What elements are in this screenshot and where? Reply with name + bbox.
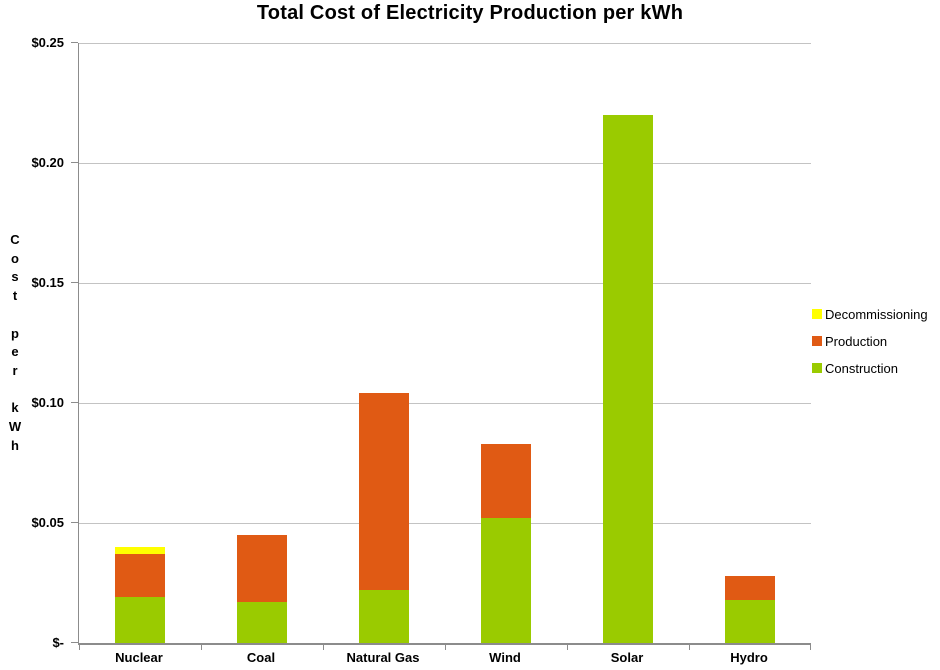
x-axis-tick — [445, 643, 446, 650]
bar-segment-construction-solar — [603, 115, 653, 643]
x-axis-tick — [79, 643, 80, 650]
y-axis-title: C o s t p e r k W h — [8, 232, 22, 453]
gridline — [79, 523, 811, 524]
chart-title: Total Cost of Electricity Production per… — [256, 2, 684, 24]
gridline — [79, 403, 811, 404]
bar-segment-production-natural-gas — [359, 393, 409, 591]
x-axis-label-wind: Wind — [489, 650, 521, 665]
y-tick-label: $0.15 — [31, 275, 64, 290]
bar-segment-production-nuclear — [115, 554, 165, 598]
x-axis-label-nuclear: Nuclear — [115, 650, 163, 665]
x-axis-tick — [201, 643, 202, 650]
y-tick-label: $- — [52, 635, 64, 650]
legend-label: Production — [825, 333, 888, 349]
y-tick-label: $0.20 — [31, 155, 64, 170]
bar-segment-construction-natural-gas — [359, 590, 409, 643]
legend-label: Construction — [825, 360, 898, 376]
y-axis-tick — [71, 402, 78, 403]
bar-segment-construction-coal — [237, 602, 287, 643]
gridline — [79, 163, 811, 164]
y-axis-tick — [71, 522, 78, 523]
legend-swatch-decommissioning — [812, 309, 822, 319]
bar-segment-production-wind — [481, 443, 531, 519]
x-axis-label-hydro: Hydro — [730, 650, 768, 665]
legend-item-decommissioning: Decommissioning — [812, 306, 928, 322]
x-axis-label-coal: Coal — [246, 650, 276, 665]
y-tick-label: $0.25 — [31, 35, 64, 50]
bar-segment-construction-nuclear — [115, 597, 165, 643]
x-axis-tick — [323, 643, 324, 650]
bar-segment-decommissioning-nuclear — [115, 547, 165, 555]
bar-segment-construction-hydro — [725, 599, 775, 643]
x-axis-tick — [689, 643, 690, 650]
legend-label: Decommissioning — [825, 306, 928, 322]
x-axis-label-solar: Solar — [610, 650, 644, 665]
y-axis-tick — [71, 42, 78, 43]
x-axis-tick — [810, 643, 811, 650]
x-axis-label-natural-gas: Natural Gas — [346, 650, 420, 665]
y-axis-tick — [71, 282, 78, 283]
y-axis-tick — [71, 162, 78, 163]
bar-segment-construction-wind — [481, 518, 531, 643]
legend-item-production: Production — [812, 333, 928, 349]
legend-item-construction: Construction — [812, 360, 928, 376]
legend-swatch-production — [812, 336, 822, 346]
x-axis-tick — [567, 643, 568, 650]
legend: Decommissioning Production Construction — [812, 307, 928, 388]
gridline — [79, 43, 811, 44]
gridline — [79, 283, 811, 284]
y-tick-label: $0.10 — [31, 395, 64, 410]
y-axis-tick — [71, 642, 78, 643]
legend-swatch-construction — [812, 363, 822, 373]
y-tick-label: $0.05 — [31, 515, 64, 530]
bar-segment-production-coal — [237, 535, 287, 603]
bar-segment-production-hydro — [725, 575, 775, 600]
plot-area — [78, 43, 811, 650]
